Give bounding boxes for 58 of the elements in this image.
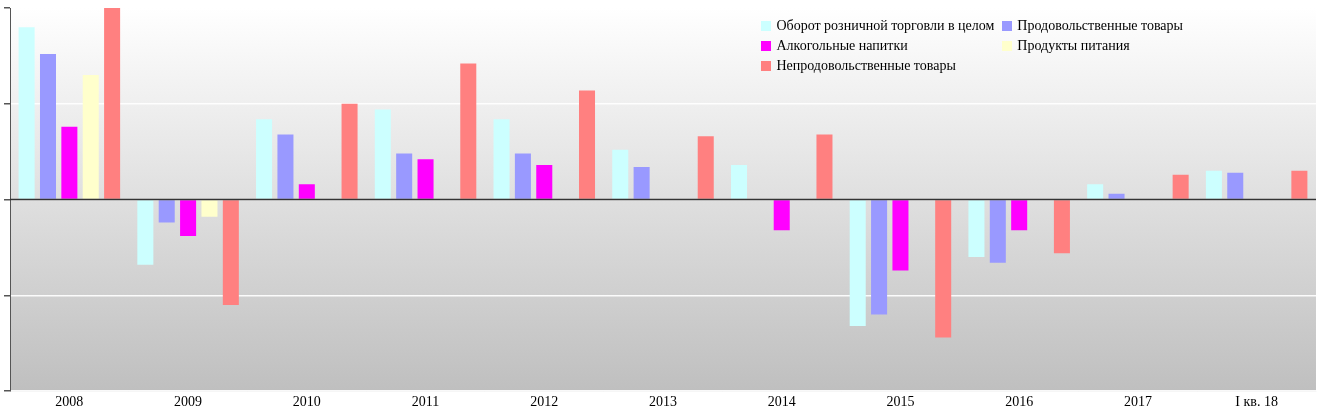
bar: [493, 119, 510, 199]
bar: [82, 75, 99, 199]
bar: [773, 200, 790, 231]
x-tick-label: 2014: [767, 394, 796, 410]
bar: [730, 165, 747, 199]
bar: [18, 27, 35, 199]
bar: [612, 149, 629, 199]
bar: [697, 136, 714, 199]
bar: [1205, 170, 1222, 199]
bar: [1227, 172, 1244, 199]
bar: [816, 134, 833, 199]
bar: [1291, 170, 1308, 199]
x-tick-label: I кв. 18: [1235, 394, 1278, 410]
bar: [341, 103, 358, 199]
x-tick-label: 2013: [649, 394, 677, 410]
bar: [935, 200, 952, 338]
bar: [1011, 200, 1028, 231]
bar: [137, 200, 154, 265]
bar: [256, 119, 273, 199]
x-tick-label: 2010: [292, 394, 321, 410]
x-tick-label: 2017: [1123, 394, 1152, 410]
bar: [536, 165, 553, 199]
bar: [201, 200, 218, 217]
bar: [1053, 200, 1070, 254]
bar: [61, 126, 78, 199]
bar: [180, 200, 197, 236]
bar: [579, 90, 596, 199]
legend-label: Продукты питания: [1017, 38, 1130, 54]
legend-label: Оборот розничной торговли в целом: [776, 18, 995, 34]
bar: [871, 200, 888, 315]
x-tick-label: 2008: [55, 394, 84, 410]
bar: [1172, 174, 1189, 199]
bar: [104, 8, 121, 199]
bar: [1087, 184, 1104, 199]
x-tick-label: 2012: [530, 394, 559, 410]
bar: [417, 159, 434, 199]
x-tick-label: 2016: [1005, 394, 1034, 410]
bar: [633, 167, 650, 199]
bar: [396, 153, 413, 199]
x-tick-label: 2015: [886, 394, 915, 410]
bar: [849, 200, 866, 327]
bar: [158, 200, 175, 223]
bar: [460, 63, 477, 199]
legend-label: Непродовольственные товары: [776, 58, 956, 74]
x-tick-label: 2009: [174, 394, 203, 410]
bar: [298, 184, 315, 199]
bar: [374, 109, 391, 199]
bar: [968, 200, 985, 258]
bar: [277, 134, 294, 199]
bar: [222, 200, 239, 305]
bar: [514, 153, 531, 199]
legend-label: Алкогольные напитки: [776, 38, 908, 54]
bar: [1108, 193, 1125, 199]
bar: [39, 53, 57, 199]
legend-label: Продовольственные товары: [1017, 18, 1183, 34]
bar: [892, 200, 909, 271]
bar: [989, 200, 1006, 263]
x-tick-label: 2011: [411, 394, 440, 410]
